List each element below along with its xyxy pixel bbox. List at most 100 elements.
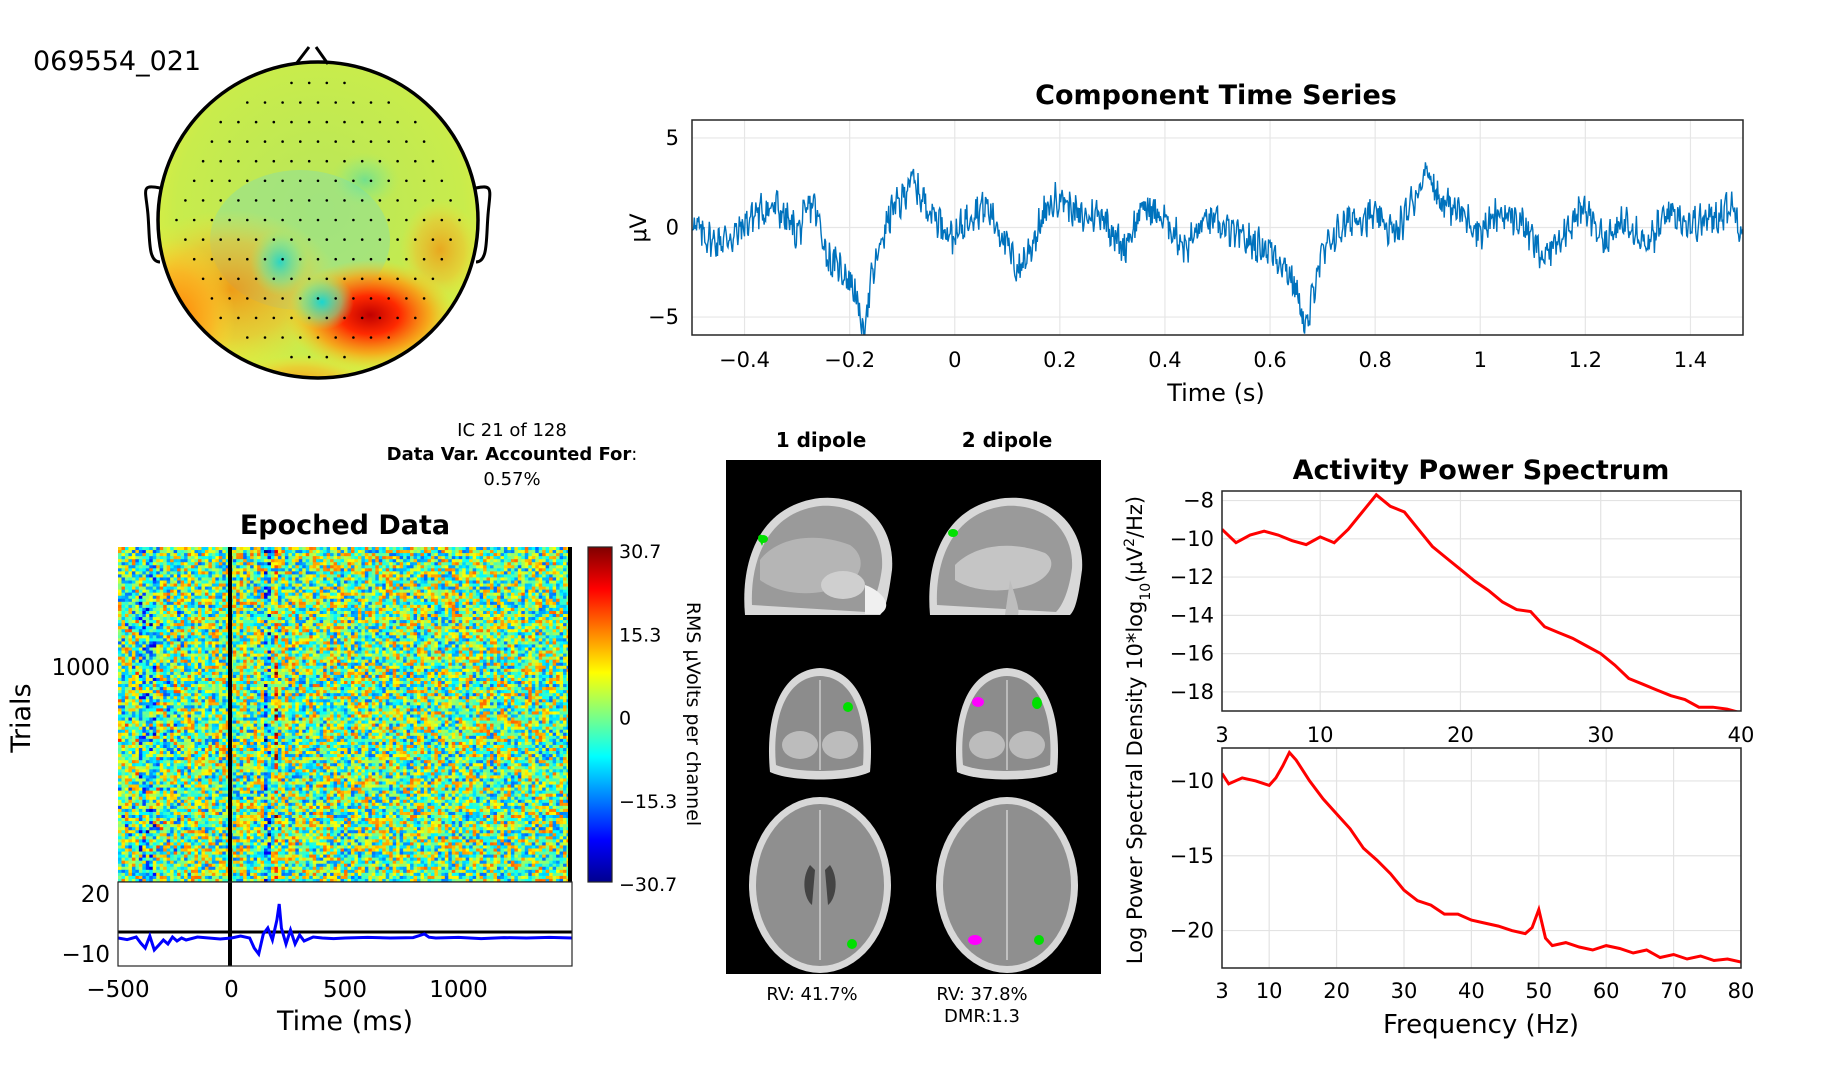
electrode-dot [290, 199, 293, 202]
electrode-dot [219, 159, 222, 163]
electrode-dot [334, 218, 338, 222]
electrode-dot [299, 257, 302, 261]
electrode-dot [343, 355, 346, 359]
electrode-dot [184, 199, 187, 202]
dipole2b-marker-coronal [1032, 697, 1042, 709]
x-tick-label: 60 [1593, 979, 1620, 1003]
electrode-dot [449, 238, 452, 241]
electrode-dot [219, 238, 222, 241]
electrode-dot [307, 159, 311, 163]
x-tick-label: 1 [1474, 348, 1487, 372]
electrode-dot [299, 179, 302, 183]
y-tick-label: −20 [1170, 919, 1214, 943]
electrode-dot [299, 218, 302, 222]
electrode-dot [378, 159, 382, 163]
electrode-dot [334, 297, 338, 300]
electrode-dot [431, 159, 435, 163]
dipole1-title: 1 dipole [776, 428, 867, 452]
mri-axial-2 [936, 797, 1078, 973]
electrode-dot [396, 159, 399, 163]
electrode-dot [440, 218, 444, 222]
x-tick-label: 20 [1447, 723, 1474, 747]
electrode-dot [246, 101, 249, 104]
rv-dipole1: RV: 41.7% [766, 984, 857, 1005]
electrode-dot [237, 199, 240, 202]
x-tick-label: 3 [1215, 979, 1228, 1003]
spectrum-bottom-line [1222, 749, 1741, 964]
x-tick-label: 40 [1728, 723, 1755, 747]
electrode-dot [237, 159, 240, 163]
electrode-dot [360, 316, 364, 320]
electrode-dot [360, 238, 364, 241]
x-tick-label: −500 [86, 977, 149, 1003]
electrode-dot [201, 159, 205, 163]
electrode-dot [414, 277, 417, 281]
x-tick-label: 70 [1660, 979, 1687, 1003]
electrode-dot [272, 199, 276, 202]
electrode-dot [414, 316, 417, 320]
electrode-dot [422, 179, 426, 183]
mri-coronal-1 [768, 668, 872, 780]
electrode-dot [352, 218, 355, 222]
electrode-dot [299, 101, 302, 104]
colorbar [587, 546, 613, 883]
electrode-dot [343, 199, 346, 202]
electrode-dot [352, 297, 355, 300]
electrode-dot [201, 277, 205, 281]
electrode-dot [246, 297, 249, 300]
timeseries-ylabel: μV [627, 213, 652, 242]
electrode-dot [352, 257, 355, 261]
x-tick-label: 50 [1525, 979, 1552, 1003]
electrode-dot [201, 199, 205, 202]
electrode-dot [369, 297, 373, 300]
electrode-dot [281, 218, 284, 222]
erp-y-tick-label: −10 [61, 942, 110, 968]
epoched-chart: Epoched Data −500 0 500 1000 1000 20 −10 Tim… [6, 510, 704, 1037]
electrode-dot [184, 238, 187, 241]
electrode-dot [192, 179, 196, 183]
electrode-dot [352, 336, 355, 339]
timeseries-title: Component Time Series [1035, 80, 1397, 111]
electrode-dot [219, 316, 222, 320]
electrode-dot [246, 140, 249, 143]
dipole1-marker-axial [847, 939, 857, 949]
electrode-dot [192, 218, 196, 222]
electrode-dot [458, 218, 461, 222]
electrode-dot [414, 120, 417, 124]
subject-id: 069554_021 [33, 46, 201, 77]
electrode-dot [369, 257, 373, 261]
spectrum-xlabel: Frequency (Hz) [1383, 1010, 1579, 1040]
epoched-title: Epoched Data [240, 510, 450, 541]
colorbar-tick-label: 15.3 [619, 624, 661, 646]
x-tick-label: 500 [323, 977, 367, 1003]
x-tick-label: 0 [224, 977, 239, 1003]
epoched-heatmap [118, 547, 571, 883]
electrode-dot [290, 159, 293, 163]
electrode-dot [334, 101, 338, 104]
x-tick-label: 0.8 [1358, 348, 1391, 372]
electrode-dot [228, 257, 231, 261]
electrode-dot [343, 120, 346, 124]
electrode-dot [254, 316, 258, 320]
x-tick-label: 10 [1256, 979, 1283, 1003]
electrode-dot [405, 140, 408, 143]
electrode-dot [378, 120, 382, 124]
dipole1-marker-coronal [843, 702, 853, 712]
timeseries-xlabel: Time (s) [1166, 379, 1265, 407]
epoched-xlabel: Time (ms) [276, 1006, 413, 1037]
dipole2a-marker-coronal [972, 697, 984, 707]
electrode-dot [343, 238, 346, 241]
electrode-dot [369, 101, 373, 104]
ic-label: IC 21 of 128 [457, 420, 567, 441]
electrode-dot [246, 336, 249, 339]
electrode-dot [219, 277, 222, 281]
colorbar-tick-label: 30.7 [619, 541, 661, 563]
electrode-dot [414, 238, 417, 241]
electrode-dot [290, 81, 293, 85]
electrode-dot [360, 199, 364, 202]
y-tick-label: −18 [1170, 680, 1214, 704]
y-tick-label: −10 [1170, 769, 1214, 793]
electrode-dot [396, 277, 399, 281]
x-tick-label: 20 [1323, 979, 1350, 1003]
electrode-dot [387, 297, 391, 300]
